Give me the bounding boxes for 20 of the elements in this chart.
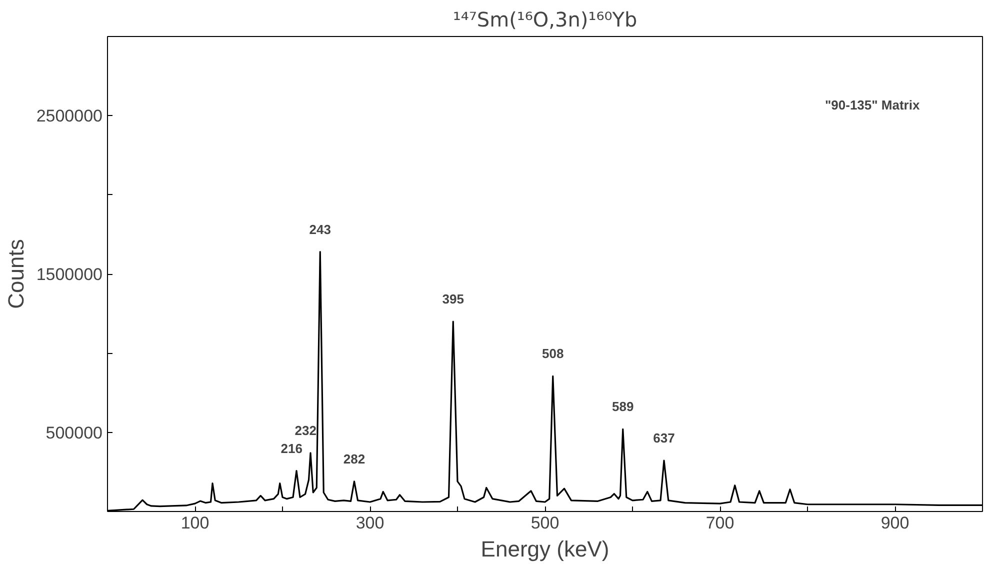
annotation: 395 [442, 292, 464, 306]
chart-title: ¹⁴⁷Sm(¹⁶O,3n)¹⁶⁰Yb [452, 8, 638, 32]
annotation: 216 [280, 440, 303, 456]
x-tick-label: 500 [530, 514, 560, 532]
y-tick-label: 1500000 [36, 265, 103, 284]
annotation: 589 [612, 399, 634, 414]
x-tick-label: 300 [356, 514, 384, 532]
annotation: 282 [343, 451, 366, 466]
annotation: 508 [542, 346, 564, 362]
annotation: 243 [309, 222, 331, 237]
annotation: "90-135" Matrix [825, 98, 920, 112]
x-tick-label: 900 [880, 514, 910, 532]
annotation: 637 [653, 430, 675, 446]
y-tick-label: 2500000 [36, 106, 103, 126]
y-tick-label: 500000 [46, 423, 103, 442]
y-axis-title: Counts [3, 239, 28, 309]
annotation: 232 [294, 422, 317, 438]
x-axis-title: Energy (keV) [480, 536, 610, 562]
x-tick-label: 100 [180, 514, 210, 532]
x-tick-label: 700 [706, 514, 734, 532]
